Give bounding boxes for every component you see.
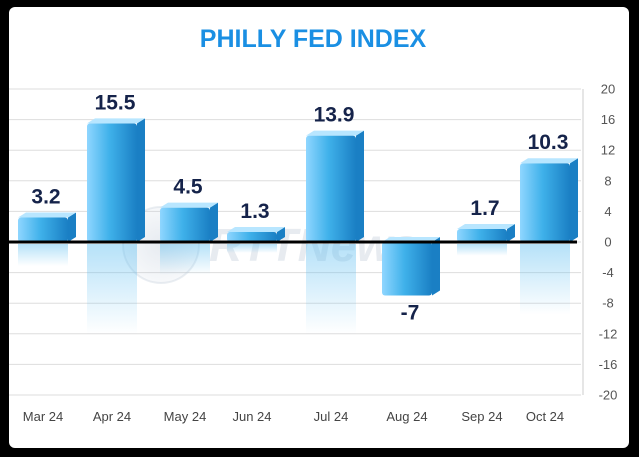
- bar-side: [137, 118, 145, 242]
- bar-reflection: [87, 244, 137, 334]
- value-label: 1.3: [240, 200, 269, 223]
- bar-top: [520, 158, 578, 164]
- bar-side: [356, 130, 364, 242]
- bars: [18, 118, 578, 296]
- bar-reflection: [227, 244, 277, 253]
- y-tick-label: 8: [604, 173, 611, 188]
- bar-top: [18, 212, 76, 218]
- bar: [160, 207, 210, 242]
- value-label: 13.9: [314, 104, 355, 127]
- bar: [457, 228, 507, 242]
- x-tick-label: May 24: [164, 409, 207, 424]
- bar-reflection: [457, 244, 507, 256]
- x-tick-label: Jun 24: [232, 409, 271, 424]
- chart-title: PHILLY FED INDEX: [200, 25, 427, 53]
- value-label: 10.3: [528, 131, 569, 154]
- bar-side: [507, 223, 515, 242]
- bar: [18, 217, 68, 242]
- bar-side: [277, 227, 285, 242]
- y-tick-label: 16: [601, 112, 615, 127]
- bar-top: [306, 130, 364, 136]
- x-tick-label: Jul 24: [314, 409, 349, 424]
- bar-top: [160, 202, 218, 208]
- x-tick-label: Oct 24: [526, 409, 564, 424]
- bar: [520, 163, 570, 242]
- chart-frame: PHILLY FED INDEX RTTNews 201612840-4-8-1…: [9, 7, 629, 448]
- bar-reflections: [18, 244, 570, 334]
- y-tick-label: -8: [602, 296, 614, 311]
- value-labels: 3.2 15.5 4.5 1.3 13.9 -7 1.7 10.3: [31, 91, 568, 324]
- y-tick-label: 4: [604, 204, 611, 219]
- bar-reflection: [160, 244, 210, 275]
- value-label: 4.5: [173, 176, 203, 199]
- bar-reflection: [306, 244, 356, 334]
- bar-top: [227, 227, 285, 233]
- bar: [306, 135, 356, 242]
- philly-fed-chart: PHILLY FED INDEX RTTNews 201612840-4-8-1…: [9, 25, 618, 424]
- bar: [382, 242, 432, 296]
- value-label: 15.5: [95, 91, 136, 114]
- x-tick-label: Mar 24: [23, 409, 63, 424]
- x-tick-label: Aug 24: [386, 409, 427, 424]
- bar: [87, 123, 137, 242]
- bar-side: [432, 237, 440, 296]
- bar-top: [457, 223, 515, 229]
- bar-reflection: [520, 244, 570, 315]
- y-axis-ticks: 20 16 12 8 4 0 -4 -8 -12 -16 -20: [599, 82, 618, 403]
- bar-side: [570, 158, 578, 242]
- y-tick-label: 0: [604, 235, 611, 250]
- bar-side: [210, 202, 218, 242]
- value-label: 1.7: [470, 197, 499, 220]
- x-axis-labels: Mar 24 Apr 24 May 24 Jun 24 Jul 24 Aug 24 Sep …: [23, 409, 564, 424]
- y-tick-label: -4: [602, 265, 614, 280]
- y-tick-label: -16: [599, 357, 618, 372]
- bar-top: [87, 118, 145, 124]
- value-label: -7: [401, 302, 420, 325]
- bar: [227, 232, 277, 242]
- y-tick-label: -20: [599, 388, 618, 403]
- bar-side: [68, 212, 76, 242]
- bar-reflection: [18, 244, 68, 267]
- x-tick-label: Sep 24: [461, 409, 502, 424]
- y-tick-label: 20: [601, 82, 615, 97]
- value-label: 3.2: [31, 186, 60, 209]
- y-tick-label: 12: [601, 143, 615, 158]
- x-tick-label: Apr 24: [93, 409, 131, 424]
- y-tick-label: -12: [599, 326, 618, 341]
